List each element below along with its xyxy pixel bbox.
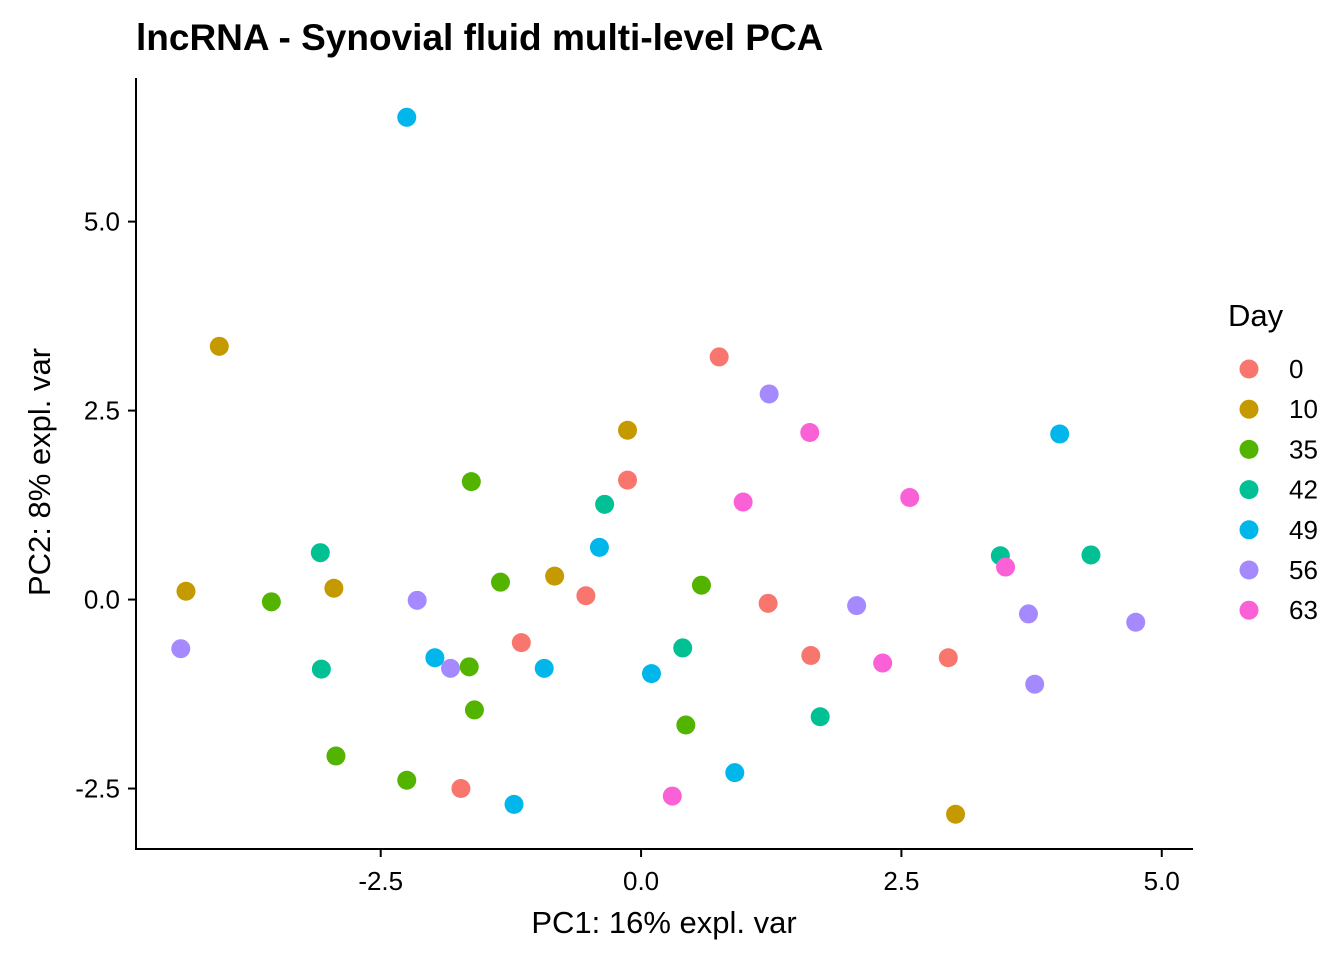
x-tick-label: -2.5 xyxy=(358,866,403,896)
legend-title: Day xyxy=(1228,298,1284,333)
data-point-day-49 xyxy=(725,763,745,783)
legend-key-day-10 xyxy=(1239,399,1259,419)
data-point-day-10 xyxy=(545,566,565,586)
data-point-day-35 xyxy=(691,575,711,595)
legend-key-day-42 xyxy=(1239,480,1259,500)
data-point-day-42 xyxy=(673,638,693,658)
legend-key-day-0 xyxy=(1239,359,1259,379)
data-point-day-35 xyxy=(261,592,281,612)
legend-key-day-49 xyxy=(1239,520,1259,540)
legend-label-day-10: 10 xyxy=(1289,394,1318,424)
data-point-day-56 xyxy=(759,384,779,404)
data-point-day-49 xyxy=(425,648,445,668)
data-point-day-49 xyxy=(1050,424,1070,444)
data-point-day-56 xyxy=(440,658,460,678)
data-point-day-0 xyxy=(576,586,596,606)
axes xyxy=(135,78,1193,850)
legend-key-day-63 xyxy=(1239,600,1259,620)
x-tick-label: 5.0 xyxy=(1144,866,1180,896)
data-point-day-0 xyxy=(758,593,778,613)
data-point-day-56 xyxy=(1025,674,1045,694)
data-point-day-35 xyxy=(326,746,346,766)
data-point-day-49 xyxy=(504,794,524,814)
data-point-day-56 xyxy=(171,639,191,659)
data-point-day-10 xyxy=(209,336,229,356)
data-point-day-35 xyxy=(459,657,479,677)
legend-label-day-35: 35 xyxy=(1289,434,1318,464)
legend-label-day-56: 56 xyxy=(1289,555,1318,585)
data-point-day-0 xyxy=(709,347,729,367)
legend-label-day-42: 42 xyxy=(1289,475,1318,505)
data-point-day-10 xyxy=(618,420,638,440)
data-point-day-0 xyxy=(801,645,821,665)
y-tick-label: 0.0 xyxy=(84,585,120,615)
data-point-day-63 xyxy=(996,557,1016,577)
data-points xyxy=(171,107,1146,824)
data-point-day-63 xyxy=(733,492,753,512)
data-point-day-56 xyxy=(847,596,867,616)
data-point-day-63 xyxy=(662,786,682,806)
data-point-day-10 xyxy=(176,581,196,601)
data-point-day-63 xyxy=(900,488,920,508)
data-point-day-10 xyxy=(324,578,344,598)
legend: Day 0 10 35 42 49 56 63 xyxy=(1228,298,1318,625)
data-point-day-63 xyxy=(873,653,893,673)
chart-title: lncRNA - Synovial fluid multi-level PCA xyxy=(136,17,823,58)
data-point-day-56 xyxy=(407,590,427,610)
y-tick-label: -2.5 xyxy=(75,774,120,804)
x-axis-title: PC1: 16% expl. var xyxy=(531,905,796,940)
data-point-day-35 xyxy=(490,572,510,592)
y-ticks: -2.5 0.0 2.5 5.0 xyxy=(75,207,136,804)
y-tick-label: 5.0 xyxy=(84,207,120,237)
data-point-day-42 xyxy=(311,659,331,679)
legend-key-day-56 xyxy=(1239,560,1259,580)
legend-key-day-35 xyxy=(1239,439,1259,459)
data-point-day-0 xyxy=(451,779,471,799)
data-point-day-42 xyxy=(1081,545,1101,565)
data-point-day-35 xyxy=(464,700,484,720)
y-axis-title: PC2: 8% expl. var xyxy=(22,348,57,596)
data-point-day-49 xyxy=(641,664,661,684)
x-ticks: -2.5 0.0 2.5 5.0 xyxy=(358,849,1180,896)
legend-label-day-63: 63 xyxy=(1289,595,1318,625)
x-tick-label: 2.5 xyxy=(883,866,919,896)
data-point-day-42 xyxy=(310,543,330,563)
legend-items: 0 10 35 42 49 56 63 xyxy=(1239,354,1318,625)
data-point-day-49 xyxy=(589,537,609,557)
data-point-day-49 xyxy=(397,107,417,127)
data-point-day-42 xyxy=(595,494,615,514)
data-point-day-63 xyxy=(800,423,820,443)
data-point-day-49 xyxy=(534,658,554,678)
x-tick-label: 0.0 xyxy=(623,866,659,896)
data-point-day-10 xyxy=(946,804,966,824)
data-point-day-35 xyxy=(397,770,417,790)
data-point-day-35 xyxy=(676,715,696,735)
data-point-day-0 xyxy=(511,633,531,653)
data-point-day-56 xyxy=(1126,612,1146,632)
legend-label-day-0: 0 xyxy=(1289,354,1303,384)
y-tick-label: 2.5 xyxy=(84,396,120,426)
data-point-day-42 xyxy=(810,707,830,727)
data-point-day-0 xyxy=(938,648,958,668)
data-point-day-35 xyxy=(461,472,481,492)
data-point-day-56 xyxy=(1018,604,1038,624)
data-point-day-0 xyxy=(618,470,638,490)
legend-label-day-49: 49 xyxy=(1289,515,1318,545)
